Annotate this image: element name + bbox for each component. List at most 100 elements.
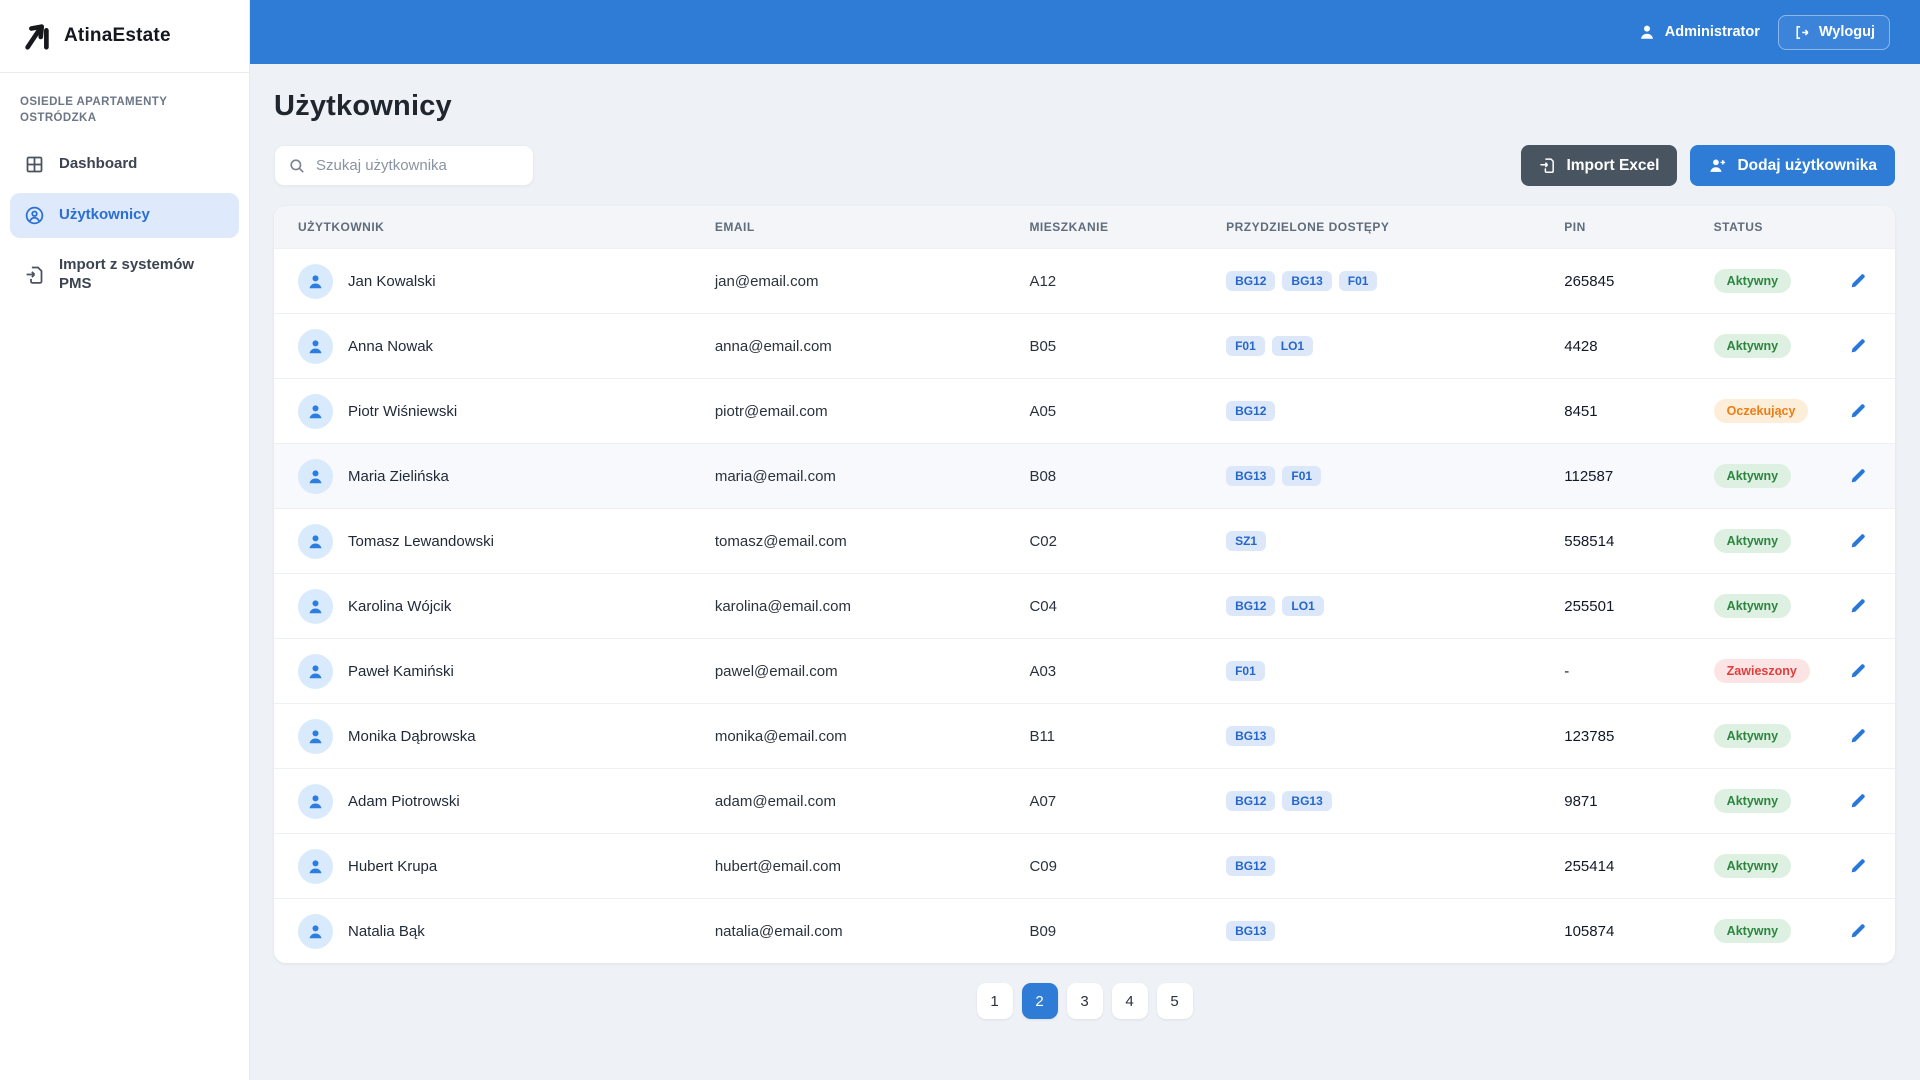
edit-user-button[interactable] <box>1844 528 1871 555</box>
user-apartment: A12 <box>1029 272 1057 290</box>
status-badge: Aktywny <box>1713 529 1792 553</box>
sidebar-item-label: Dashboard <box>59 155 138 173</box>
user-apartment: A07 <box>1029 792 1057 810</box>
status-cell: Aktywny <box>1713 269 1832 293</box>
actions-cell <box>1832 528 1871 555</box>
edit-user-button[interactable] <box>1844 463 1871 490</box>
user-cell: Hubert Krupa <box>298 848 715 884</box>
user-apartment: B08 <box>1029 467 1057 485</box>
edit-user-button[interactable] <box>1844 398 1871 425</box>
edit-pencil-icon <box>1851 923 1865 937</box>
sidebar-item-uzytkownicy[interactable]: Użytkownicy <box>10 193 239 239</box>
user-apartment: B05 <box>1029 337 1057 355</box>
user-cell: Natalia Bąk <box>298 913 715 949</box>
table-row: Maria Zielińska maria@email.com B08 BG13… <box>274 443 1895 508</box>
access-badge: F01 <box>1226 661 1265 681</box>
status-cell: Aktywny <box>1713 464 1832 488</box>
col-header-pin: PIN <box>1564 220 1586 234</box>
status-cell: Aktywny <box>1713 529 1832 553</box>
actions-cell <box>1832 463 1871 490</box>
access-badge: BG13 <box>1282 271 1332 291</box>
table-row: Monika Dąbrowska monika@email.com B11 BG… <box>274 703 1895 768</box>
file-import-icon <box>1540 158 1555 173</box>
status-badge: Aktywny <box>1713 464 1792 488</box>
edit-pencil-icon <box>1851 338 1865 352</box>
user-name: Natalia Bąk <box>348 922 425 940</box>
user-pin: 255414 <box>1564 857 1615 875</box>
user-email: monika@email.com <box>714 727 847 745</box>
user-pin: 9871 <box>1564 792 1598 810</box>
avatar-person-icon <box>309 339 322 353</box>
user-email: adam@email.com <box>714 792 836 810</box>
user-cell: Anna Nowak <box>298 328 715 364</box>
user-cell: Karolina Wójcik <box>298 588 715 624</box>
user-name: Piotr Wiśniewski <box>348 402 458 420</box>
table-row: Paweł Kamiński pawel@email.com A03 F01 -… <box>274 638 1895 703</box>
page-button-3[interactable]: 3 <box>1066 983 1103 1019</box>
access-badges: BG12 LO1 <box>1226 596 1564 616</box>
user-apartment: A05 <box>1029 402 1057 420</box>
table-row: Piotr Wiśniewski piotr@email.com A05 BG1… <box>274 378 1895 443</box>
edit-user-button[interactable] <box>1844 788 1871 815</box>
sidebar-item-dashboard[interactable]: Dashboard <box>10 142 239 187</box>
search-input[interactable] <box>316 157 520 174</box>
status-badge: Aktywny <box>1713 789 1792 813</box>
status-cell: Aktywny <box>1713 724 1832 748</box>
action-buttons: Import Excel Dodaj użytkownika <box>1521 145 1895 186</box>
users-icon <box>25 206 44 225</box>
sidebar-nav: Dashboard Użytkownicy Import z systemów … <box>0 136 249 312</box>
toolbar: Import Excel Dodaj użytkownika <box>274 145 1895 186</box>
edit-pencil-icon <box>1851 793 1865 807</box>
page-button-1[interactable]: 1 <box>976 983 1013 1019</box>
page-button-4[interactable]: 4 <box>1111 983 1148 1019</box>
avatar-person-icon <box>309 534 322 548</box>
access-badge: LO1 <box>1282 596 1324 616</box>
avatar <box>298 393 333 429</box>
user-apartment: C09 <box>1029 857 1057 875</box>
logout-button[interactable]: Wyloguj <box>1777 14 1890 50</box>
status-badge: Aktywny <box>1713 334 1792 358</box>
access-badges: BG13 <box>1226 921 1564 941</box>
user-apartment: B09 <box>1029 922 1057 940</box>
edit-pencil-icon <box>1851 663 1865 677</box>
page-button-2[interactable]: 2 <box>1021 983 1058 1019</box>
user-cell: Monika Dąbrowska <box>298 718 715 754</box>
access-badges: BG12 BG13 <box>1226 791 1564 811</box>
page-button-5[interactable]: 5 <box>1156 983 1193 1019</box>
edit-user-button[interactable] <box>1844 853 1871 880</box>
import-excel-button[interactable]: Import Excel <box>1521 145 1678 186</box>
edit-user-button[interactable] <box>1844 918 1871 945</box>
import-excel-label: Import Excel <box>1566 156 1660 174</box>
sidebar-item-import-pms[interactable]: Import z systemów PMS <box>10 244 239 306</box>
status-badge: Aktywny <box>1713 854 1792 878</box>
avatar-person-icon <box>309 404 322 418</box>
user-name: Paweł Kamiński <box>348 662 454 680</box>
edit-user-button[interactable] <box>1844 268 1871 295</box>
user-pin: 105874 <box>1564 922 1615 940</box>
access-badges: SZ1 <box>1226 531 1564 551</box>
users-table: Użytkownik Email Mieszkanie Przydzielone… <box>274 206 1895 963</box>
edit-user-button[interactable] <box>1844 723 1871 750</box>
access-badges: F01 LO1 <box>1226 336 1564 356</box>
user-name: Monika Dąbrowska <box>348 727 476 745</box>
search-box[interactable] <box>274 145 534 186</box>
avatar-person-icon <box>309 664 322 678</box>
user-name: Adam Piotrowski <box>348 792 460 810</box>
user-email: karolina@email.com <box>714 597 851 615</box>
add-user-button[interactable]: Dodaj użytkownika <box>1690 145 1895 186</box>
avatar-person-icon <box>309 274 322 288</box>
edit-user-button[interactable] <box>1844 658 1871 685</box>
sidebar-section-label: Osiedle Apartamenty Ostródzka <box>20 96 168 124</box>
user-email: jan@email.com <box>714 272 819 290</box>
edit-user-button[interactable] <box>1844 593 1871 620</box>
avatar <box>298 913 333 949</box>
edit-user-button[interactable] <box>1844 333 1871 360</box>
brand-name: AtinaEstate <box>64 25 171 46</box>
user-apartment: C02 <box>1029 532 1057 550</box>
user-email: maria@email.com <box>714 467 836 485</box>
access-badge: BG12 <box>1226 271 1276 291</box>
avatar-person-icon <box>309 729 322 743</box>
access-badges: F01 <box>1226 661 1564 681</box>
access-badges: BG12 BG13 F01 <box>1226 271 1564 291</box>
